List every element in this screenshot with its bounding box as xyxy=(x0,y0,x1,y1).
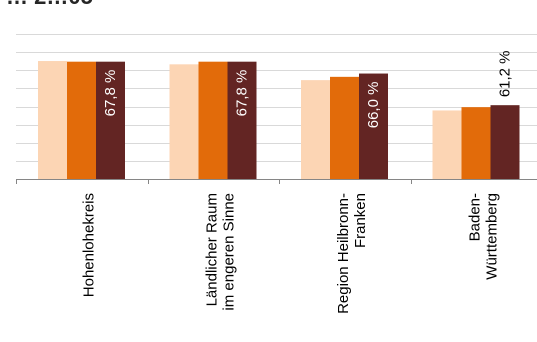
data-label: 61,2 % xyxy=(497,50,514,97)
bar-series-1-3 xyxy=(432,110,462,179)
bar-series-1-0 xyxy=(38,61,67,179)
bar-series-2-3 xyxy=(461,107,491,179)
bar-series-2-0 xyxy=(67,61,96,179)
bar-series-2-2 xyxy=(330,76,359,179)
category-label: Ländlicher Raum xyxy=(203,193,220,306)
category-label: Hohenlohekreis xyxy=(80,193,97,297)
bar-series-1-2 xyxy=(301,80,330,179)
chart-title: … 2…05 xyxy=(6,0,93,10)
category-label: Baden- xyxy=(466,193,483,241)
category-label: Region Heilbronn- xyxy=(335,193,352,314)
bar-series-3-0 xyxy=(96,61,125,179)
bar-series-2-1 xyxy=(198,61,228,179)
bar-series-1-1 xyxy=(169,64,199,179)
bar-series-3-1 xyxy=(227,61,257,179)
bar-series-3-2 xyxy=(359,73,388,179)
data-label: 66,0 % xyxy=(365,82,382,129)
bar-series-3-3 xyxy=(490,105,520,179)
data-label: 67,8 % xyxy=(102,70,119,117)
category-label: Württemberg xyxy=(483,193,500,280)
category-label: Franken xyxy=(352,193,369,248)
category-label: im engeren Sinne xyxy=(220,193,237,311)
data-label: 67,8 % xyxy=(234,70,251,117)
